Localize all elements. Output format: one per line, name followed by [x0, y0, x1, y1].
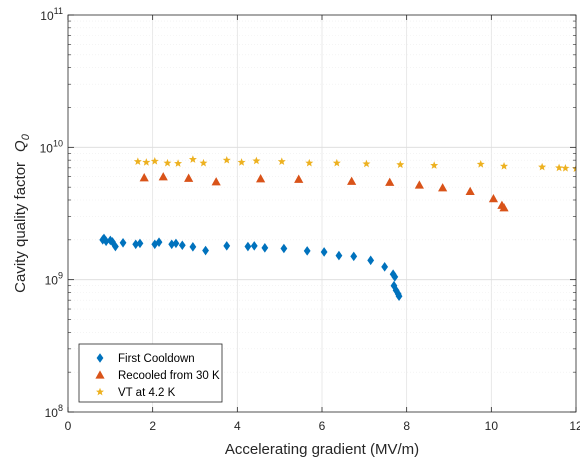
data-point: [305, 158, 314, 167]
legend-marker: [95, 370, 105, 379]
data-point: [222, 155, 231, 164]
legend-label: First Cooldown: [118, 353, 195, 365]
data-point: [465, 186, 475, 196]
y-tick-label: 1011: [40, 6, 63, 23]
data-point: [119, 237, 127, 248]
data-point: [335, 250, 343, 261]
data-point: [211, 177, 221, 186]
legend: First Cooldown Recooled from 30 K VT at 4.…: [78, 343, 223, 403]
data-point: [202, 245, 209, 256]
data-point: [277, 157, 286, 166]
data-point: [142, 158, 151, 166]
data-point: [250, 241, 258, 251]
data-point: [320, 247, 328, 257]
data-point: [109, 237, 116, 247]
x-tick-label: 0: [65, 419, 72, 433]
data-point: [396, 160, 405, 169]
data-point: [350, 251, 358, 262]
legend-label: Recooled from 30 K: [118, 370, 220, 382]
data-point: [244, 241, 252, 252]
data-point: [237, 158, 246, 166]
data-point: [102, 236, 110, 247]
data-point: [430, 161, 439, 169]
x-tick-label: 10: [485, 419, 499, 433]
data-point: [100, 233, 108, 244]
x-tick-label: 12: [569, 419, 580, 433]
data-point: [188, 155, 197, 163]
data-point: [438, 183, 448, 192]
data-point: [155, 237, 163, 247]
data-point: [367, 255, 375, 266]
data-point: [303, 246, 311, 256]
data-point: [172, 238, 180, 249]
y-tick-label: 109: [45, 271, 63, 288]
data-point: [178, 240, 186, 251]
data-point: [389, 269, 397, 279]
legend-marker: [96, 353, 104, 363]
data-point: [174, 159, 183, 167]
data-point: [572, 164, 576, 173]
data-point: [500, 162, 509, 170]
data-point: [158, 172, 168, 181]
data-point: [256, 174, 266, 183]
data-point: [395, 291, 403, 302]
data-point: [499, 203, 509, 212]
data-point: [252, 156, 261, 165]
x-tick-label: 2: [149, 419, 156, 433]
data-point: [362, 159, 371, 168]
legend-label: VT at 4.2 K: [118, 387, 176, 399]
ticks: 0 2 4 6 8 10 12 108 109 1010 1011: [40, 6, 580, 433]
y-tick-label: 108: [45, 403, 63, 420]
data-point: [163, 158, 172, 167]
y-axis-label-symbol: Q: [12, 140, 29, 152]
legend-box: [78, 343, 223, 403]
data-point: [561, 164, 570, 172]
data-point: [261, 243, 269, 253]
data-point: [132, 239, 140, 250]
series-vt-at-4-2-k: [133, 155, 576, 173]
series-recooled-from-30-k: [139, 172, 509, 212]
y-axis-label-subscript: 0: [20, 133, 32, 140]
data-point: [184, 173, 194, 182]
series-first-cooldown: [99, 233, 403, 302]
data-point: [280, 243, 288, 254]
legend-marker: [96, 387, 104, 396]
x-tick-label: 4: [234, 419, 241, 433]
data-point: [476, 160, 485, 168]
data-point: [385, 177, 395, 186]
data-point: [150, 157, 159, 165]
data-point: [136, 238, 144, 249]
x-tick-label: 8: [403, 419, 410, 433]
data-point: [347, 176, 357, 185]
x-axis-label: Accelerating gradient (MV/m): [225, 441, 419, 458]
data-point: [488, 193, 499, 203]
data-point: [538, 162, 547, 171]
data-point: [189, 242, 197, 252]
data-point: [555, 163, 564, 172]
data-point: [414, 180, 424, 189]
data-point: [168, 239, 176, 250]
data-point: [294, 174, 304, 183]
y-tick-label: 1010: [40, 138, 63, 155]
x-tick-label: 6: [319, 419, 326, 433]
data-point: [112, 241, 119, 252]
data-point: [332, 158, 341, 167]
data-point: [381, 262, 389, 272]
data-point: [391, 272, 399, 282]
y-axis-label: Cavity quality factor Q0: [12, 133, 32, 293]
data-point: [223, 241, 231, 251]
data-point: [133, 157, 142, 166]
data-point: [390, 280, 398, 291]
data-point: [199, 158, 208, 167]
data-points: [99, 155, 576, 302]
data-point: [139, 173, 149, 182]
y-axis-label-text: Cavity quality factor: [12, 162, 29, 293]
